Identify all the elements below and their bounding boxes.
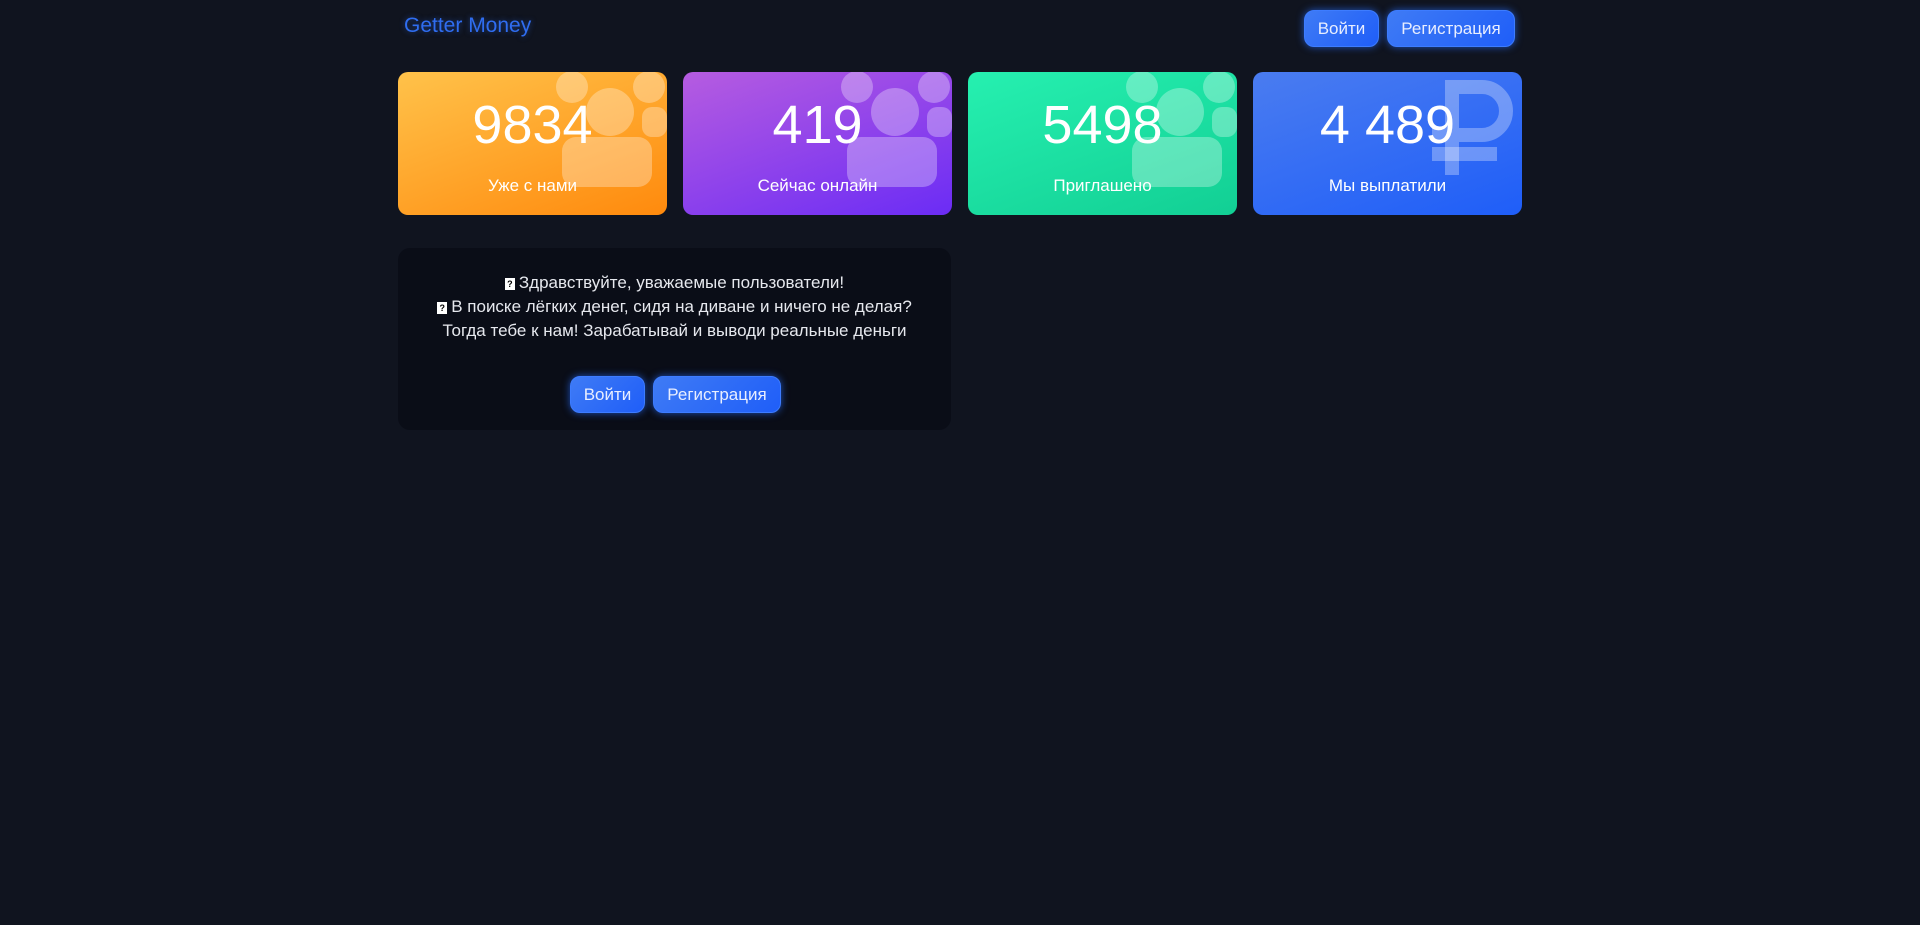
missing-emoji-icon: ? (437, 302, 448, 314)
ruble-icon (1432, 80, 1513, 175)
users-icon (841, 72, 952, 187)
stat-card-online: 419 Сейчас онлайн (683, 72, 952, 215)
welcome-line: Тогда тебе к нам! Зарабатывай и выводи р… (442, 321, 907, 340)
stat-value: 4 489 (1319, 95, 1456, 155)
stat-label: Приглашено (1053, 176, 1152, 195)
stat-card-total-users: 9834 Уже с нами (398, 72, 667, 215)
stat-card-paid-out: 4 489 Мы выплатили (1253, 72, 1522, 215)
stat-label: Уже с нами (487, 176, 578, 195)
users-icon (1126, 72, 1237, 187)
header-register-button[interactable]: Регистрация (1387, 10, 1515, 47)
users-icon (556, 72, 667, 187)
stat-value: 419 (772, 95, 863, 155)
stat-label: Мы выплатили (1328, 176, 1447, 195)
stat-value: 9834 (472, 95, 593, 155)
logo-link[interactable]: Getter Money (404, 14, 532, 37)
welcome-panel: ? Здравствуйте, уважаемые пользователи! ?… (398, 248, 951, 430)
welcome-line: ? В поиске лёгких денег, сидя на диване и… (398, 295, 951, 319)
stat-label: Сейчас онлайн (757, 176, 878, 195)
welcome-login-button[interactable]: Войти (570, 376, 645, 413)
missing-emoji-icon: ? (504, 278, 515, 290)
welcome-line: ? Здравствуйте, уважаемые пользователи! (398, 271, 951, 295)
stat-value: 5498 (1042, 95, 1163, 155)
header-login-button[interactable]: Войти (1304, 10, 1379, 47)
welcome-register-button[interactable]: Регистрация (653, 376, 781, 413)
stat-card-invited: 5498 Приглашено (968, 72, 1237, 215)
